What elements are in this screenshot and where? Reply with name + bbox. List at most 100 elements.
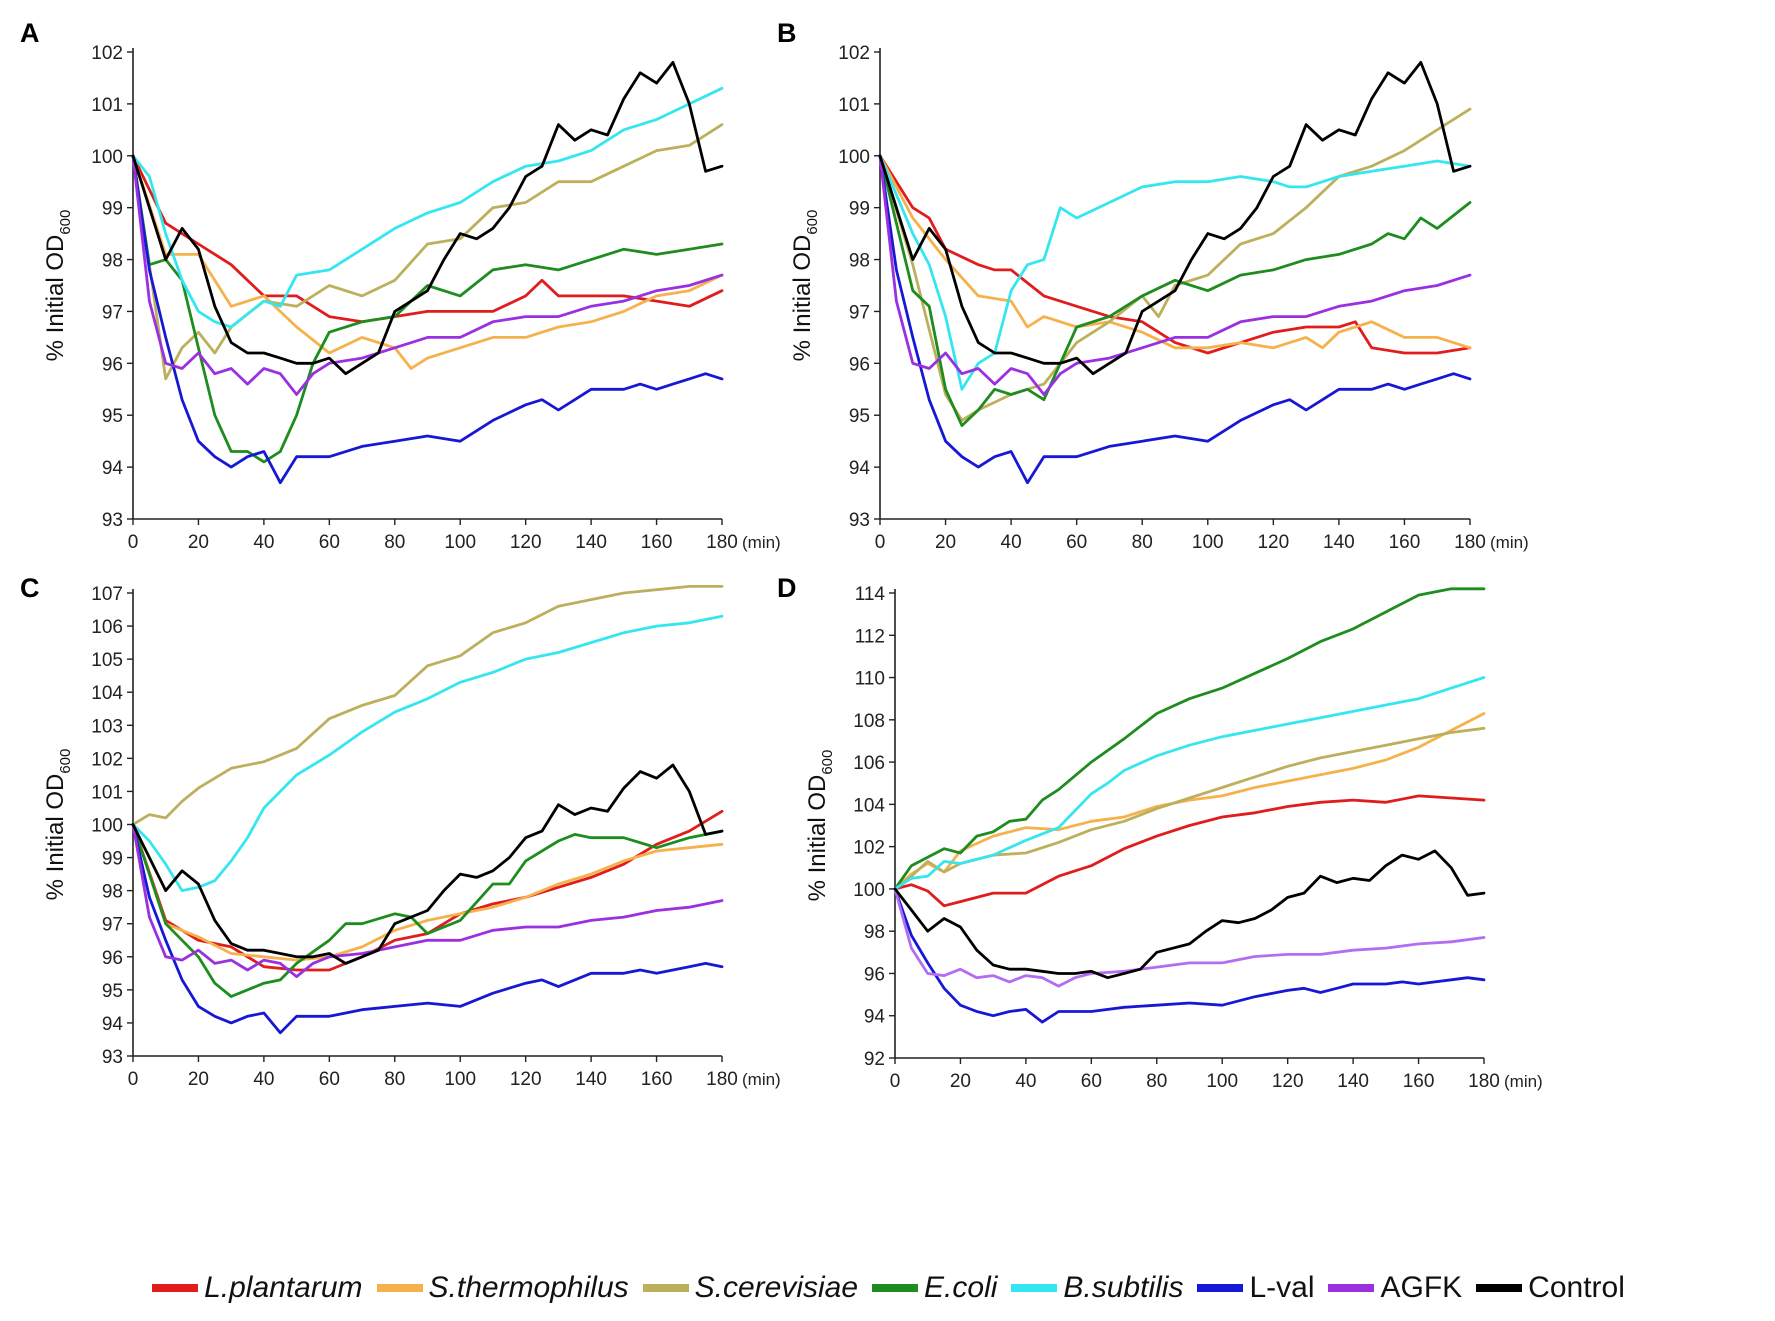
- series-line-e-coli: [131, 823, 724, 998]
- series-line-b-subtilis: [893, 676, 1486, 891]
- x-tick-label: 80: [1146, 1071, 1167, 1092]
- y-tick-label: 94: [849, 458, 871, 479]
- y-tick-label: 93: [102, 510, 123, 531]
- y-tick-label: 95: [102, 981, 123, 1002]
- y-tick-label: 105: [91, 650, 123, 671]
- legend-swatch: [376, 1284, 423, 1292]
- x-tick-label: 160: [1389, 532, 1421, 553]
- y-tick-label: 98: [102, 882, 123, 903]
- y-tick-label: 100: [838, 147, 870, 168]
- y-axis-label-subscript: 600: [804, 210, 821, 235]
- x-tick-label: 180: [1468, 1071, 1500, 1092]
- legend-label: Control: [1528, 1271, 1625, 1304]
- y-tick-label: 95: [849, 406, 870, 427]
- panel-group: C 93 94 95 96 97 98 99 100 101 102 103 104 105 106 107 0…: [20, 573, 781, 1090]
- x-tick-label: 180: [1454, 532, 1486, 553]
- y-axis-label: % Initial OD600: [789, 210, 821, 362]
- y-tick-label: 102: [853, 838, 885, 859]
- x-tick-label: 100: [444, 532, 476, 553]
- y-tick-label: 94: [864, 1007, 886, 1028]
- panel-label: B: [777, 18, 797, 48]
- y-tick-label: 98: [102, 251, 123, 272]
- y-tick-label: 100: [91, 816, 123, 837]
- y-tick-label: 96: [102, 354, 123, 375]
- x-tick-label: 60: [1081, 1071, 1102, 1092]
- y-tick-label: 96: [102, 948, 123, 969]
- y-tick-label: 106: [91, 617, 123, 638]
- y-tick-label: 101: [91, 95, 123, 116]
- x-tick-label: 0: [875, 532, 886, 553]
- series-line-s-cerevisiae: [893, 726, 1486, 891]
- series-line-l-val: [878, 154, 1472, 485]
- x-tick-label: 120: [510, 532, 542, 553]
- x-tick-label: 180: [706, 532, 738, 553]
- series-line-agfk: [878, 154, 1472, 396]
- y-tick-label: 104: [91, 683, 123, 704]
- x-tick-label: 60: [319, 1069, 340, 1090]
- series-line-control: [131, 61, 724, 376]
- y-tick-label: 104: [853, 795, 885, 816]
- x-tick-label: 120: [1257, 532, 1289, 553]
- y-tick-label: 102: [838, 43, 870, 64]
- legend-swatch: [152, 1284, 199, 1292]
- y-tick-label: 93: [849, 510, 870, 531]
- series-line-e-coli: [878, 154, 1472, 428]
- series-line-b-subtilis: [878, 154, 1472, 391]
- y-axis-label: % Initial OD600: [42, 749, 74, 901]
- x-tick-label: 140: [1323, 532, 1355, 553]
- legend-item: Control: [1468, 1271, 1625, 1305]
- y-axis-label-main: % Initial OD: [804, 775, 831, 902]
- y-tick-label: 96: [849, 354, 870, 375]
- y-tick-label: 102: [91, 749, 123, 770]
- series-line-b-subtilis: [131, 86, 724, 329]
- y-tick-label: 107: [91, 584, 123, 605]
- panel-label: C: [20, 573, 40, 603]
- x-tick-label: 180: [706, 1069, 738, 1090]
- series-line-agfk: [131, 823, 724, 978]
- legend-swatch: [642, 1284, 689, 1292]
- x-tick-label: 120: [510, 1069, 542, 1090]
- x-axis-unit: (min): [742, 1070, 781, 1089]
- y-tick-label: 114: [855, 584, 886, 605]
- x-tick-label: 100: [1192, 532, 1224, 553]
- legend-item: L-val: [1189, 1271, 1314, 1305]
- x-tick-label: 0: [890, 1071, 901, 1092]
- x-tick-label: 20: [935, 532, 956, 553]
- legend-label: B.subtilis: [1063, 1271, 1184, 1304]
- series-line-control: [131, 763, 724, 965]
- y-tick-label: 100: [853, 880, 885, 901]
- y-axis-label-main: % Initial OD: [42, 774, 69, 901]
- series-line-s-cerevisiae: [878, 107, 1472, 422]
- y-tick-label: 101: [91, 782, 123, 803]
- x-tick-label: 60: [1066, 532, 1087, 553]
- legend-swatch: [1197, 1284, 1244, 1292]
- y-tick-label: 94: [102, 458, 124, 479]
- series-line-l-plantarum: [878, 154, 1472, 355]
- series-line-l-plantarum: [893, 794, 1486, 908]
- y-tick-label: 97: [102, 915, 123, 936]
- y-tick-label: 101: [838, 95, 870, 116]
- series-line-l-plantarum: [131, 154, 724, 324]
- x-tick-label: 20: [950, 1071, 971, 1092]
- series-line-s-cerevisiae: [131, 123, 724, 381]
- x-tick-label: 0: [128, 1069, 139, 1090]
- x-tick-label: 20: [188, 1069, 209, 1090]
- x-tick-label: 100: [444, 1069, 476, 1090]
- y-axis-label-main: % Initial OD: [789, 235, 816, 362]
- legend-item: AGFK: [1320, 1271, 1462, 1305]
- legend-item: B.subtilis: [1003, 1271, 1183, 1305]
- y-axis-label: % Initial OD600: [42, 210, 74, 362]
- y-axis-label-subscript: 600: [819, 750, 836, 775]
- x-tick-label: 80: [384, 1069, 405, 1090]
- y-tick-label: 94: [102, 1014, 124, 1035]
- legend-label: AGFK: [1380, 1271, 1463, 1304]
- y-axis-label-main: % Initial OD: [42, 235, 69, 362]
- y-tick-label: 95: [102, 406, 123, 427]
- y-tick-label: 92: [864, 1049, 885, 1070]
- legend-swatch: [1476, 1284, 1523, 1292]
- x-axis-unit: (min): [1504, 1072, 1543, 1091]
- y-tick-label: 108: [853, 711, 885, 732]
- x-tick-label: 40: [253, 1069, 274, 1090]
